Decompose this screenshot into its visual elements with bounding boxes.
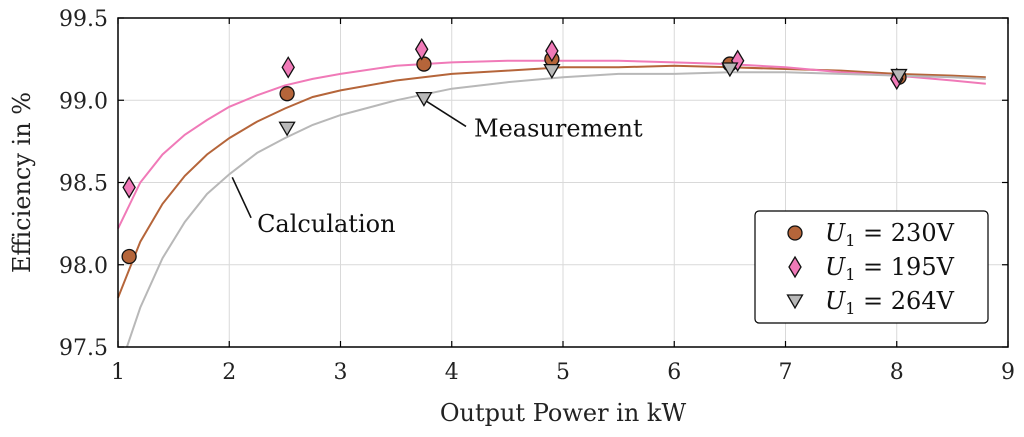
legend-entry-u230: U1 = 230V bbox=[825, 219, 955, 250]
measurement-point-u264 bbox=[543, 63, 561, 79]
annotations: Measurement Calculation bbox=[231, 100, 643, 238]
measurement-point-u195 bbox=[122, 176, 136, 199]
y-tick-label: 99.5 bbox=[59, 7, 108, 32]
annotation-leader bbox=[426, 100, 467, 128]
measurement-point-u230 bbox=[279, 86, 295, 102]
x-tick-label: 1 bbox=[111, 360, 125, 385]
legend-entry-u264: U1 = 264V bbox=[825, 287, 955, 318]
annotation-label: Calculation bbox=[257, 210, 395, 238]
x-tick-label: 6 bbox=[667, 360, 681, 385]
annotation-label: Measurement bbox=[474, 114, 643, 142]
legend-box bbox=[754, 210, 989, 324]
measurement-point-u230 bbox=[416, 56, 432, 72]
measurement-point-u264 bbox=[278, 121, 296, 137]
measurement-point-u230 bbox=[121, 248, 137, 265]
measurement-point-u264 bbox=[721, 62, 739, 78]
y-tick-label: 99.0 bbox=[59, 89, 108, 114]
x-axis-label: Output Power in kW bbox=[440, 399, 687, 427]
annotation-leader bbox=[231, 176, 252, 219]
y-tick-label: 98.5 bbox=[59, 172, 108, 197]
measurement-markers bbox=[121, 37, 908, 265]
legend-marker-u230 bbox=[787, 225, 803, 241]
x-tick-label: 3 bbox=[334, 360, 348, 385]
measurement-point-u264 bbox=[415, 91, 433, 107]
y-axis-label: Efficiency in % bbox=[8, 92, 36, 273]
x-tick-label: 5 bbox=[556, 360, 570, 385]
legend-marker-u195 bbox=[788, 255, 802, 279]
axis-ticks bbox=[117, 17, 1009, 348]
x-tick-label: 8 bbox=[890, 360, 904, 385]
calculation-line-u195 bbox=[117, 59, 986, 230]
legend-marker-u264 bbox=[786, 294, 804, 310]
measurement-point-u195 bbox=[545, 39, 559, 63]
tick-labels: 1 2 3 4 5 6 7 8 9 97.5 98.0 98.5 99.0 99.5 bbox=[59, 7, 1015, 385]
x-tick-label: 9 bbox=[1001, 360, 1015, 385]
y-tick-label: 98.0 bbox=[59, 254, 108, 279]
y-tick-label: 97.5 bbox=[59, 336, 108, 361]
measurement-point-u264 bbox=[890, 68, 908, 84]
x-tick-label: 7 bbox=[779, 360, 793, 385]
measurement-point-u195 bbox=[414, 37, 429, 61]
x-tick-label: 2 bbox=[222, 360, 236, 385]
legend-entry-u195: U1 = 195V bbox=[825, 253, 955, 284]
x-tick-label: 4 bbox=[445, 360, 459, 385]
measurement-point-u195 bbox=[281, 56, 295, 79]
